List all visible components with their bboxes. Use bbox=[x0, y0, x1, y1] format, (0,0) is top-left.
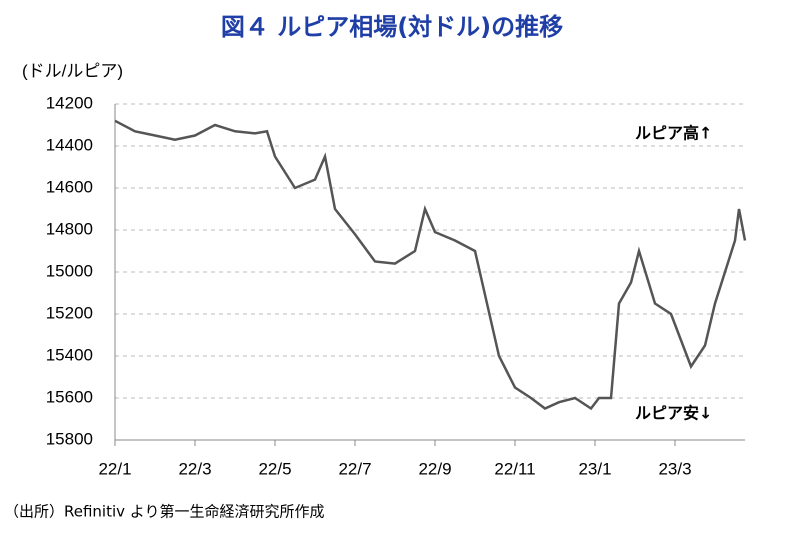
annotation: ルピア安↓ bbox=[635, 404, 712, 423]
y-tick-label: 15600 bbox=[46, 387, 93, 406]
y-tick-label: 14400 bbox=[46, 135, 93, 154]
y-tick-label: 15200 bbox=[46, 303, 93, 322]
y-tick-label: 14200 bbox=[46, 93, 93, 112]
x-tick-label: 22/5 bbox=[258, 459, 291, 478]
y-axis-label: (ドル/ルピア) bbox=[22, 61, 123, 80]
x-tick-label: 22/1 bbox=[98, 459, 131, 478]
annotation: ルピア高↑ bbox=[635, 124, 712, 143]
y-tick-label: 14600 bbox=[46, 177, 93, 196]
x-tick-label: 23/1 bbox=[578, 459, 611, 478]
x-tick-label: 23/3 bbox=[658, 459, 691, 478]
series-line bbox=[114, 119, 747, 411]
chart-title: 図４ ルピア相場(対ドル)の推移 bbox=[221, 13, 563, 41]
x-tick-label: 22/7 bbox=[338, 459, 371, 478]
source-note: （出所）Refinitiv より第一生命経済研究所作成 bbox=[4, 503, 325, 521]
x-tick-label: 22/3 bbox=[178, 459, 211, 478]
y-tick-label: 14800 bbox=[46, 219, 93, 238]
y-tick-label: 15800 bbox=[46, 429, 93, 448]
x-tick-label: 22/9 bbox=[418, 459, 451, 478]
x-tick-label: 22/11 bbox=[494, 459, 535, 478]
y-tick-label: 15400 bbox=[46, 345, 93, 364]
y-tick-label: 15000 bbox=[46, 261, 93, 280]
